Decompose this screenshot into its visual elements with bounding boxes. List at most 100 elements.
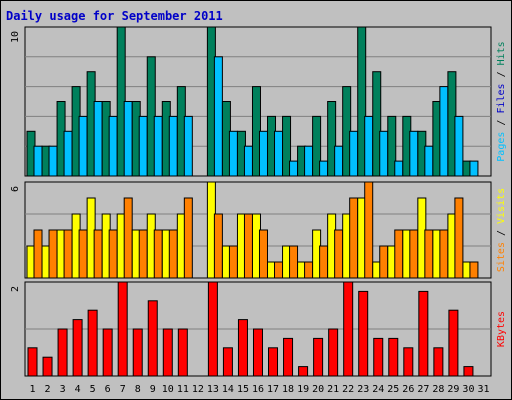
bar-sites (63, 229, 73, 279)
x-tick-label: 9 (150, 384, 156, 395)
bar-sites (138, 229, 148, 279)
chart-title: Daily usage for September 2011 (6, 9, 223, 23)
bar-sites (454, 197, 464, 279)
bar-files (469, 160, 479, 177)
bar-files (123, 101, 133, 177)
bar-kbytes (268, 347, 279, 377)
bar-files (334, 145, 344, 177)
bar-sites (319, 245, 329, 279)
bar-sites (108, 229, 118, 279)
bar-files (364, 115, 374, 177)
bar-files (409, 130, 419, 177)
bar-files (274, 130, 284, 177)
bar-sites (304, 261, 314, 279)
bar-files (258, 130, 268, 177)
x-tick-label: 8 (135, 384, 141, 395)
bar-kbytes (373, 337, 384, 377)
bar-sites (183, 197, 193, 279)
bar-files (93, 101, 103, 177)
axis-label-part: / (496, 114, 507, 132)
bar-kbytes (463, 366, 474, 377)
x-tick-label: 1 (30, 384, 36, 395)
bar-sites (424, 229, 434, 279)
x-tick-label: 25 (387, 384, 399, 395)
bar-files (394, 160, 404, 177)
bar-files (138, 115, 148, 177)
bar-hits (372, 71, 382, 177)
x-tick-label: 10 (162, 384, 174, 395)
bar-kbytes (283, 337, 294, 377)
bar-sites (258, 229, 268, 279)
bar-kbytes (42, 356, 53, 377)
bar-files (63, 130, 73, 177)
x-tick-label: 28 (432, 384, 444, 395)
x-tick-label: 29 (447, 384, 459, 395)
bar-sites (289, 245, 299, 279)
axis-label-part: / (496, 224, 507, 242)
bar-sites (379, 245, 389, 279)
bar-files (108, 115, 118, 177)
bar-kbytes (388, 337, 399, 377)
ymax-label-visits-sites: 6 (10, 186, 21, 192)
bar-files (454, 115, 464, 177)
x-tick-label: 31 (477, 384, 489, 395)
x-tick-label: 16 (252, 384, 264, 395)
bar-sites (349, 197, 359, 279)
bar-sites (439, 229, 449, 279)
bar-sites (334, 229, 344, 279)
bar-files (33, 145, 43, 177)
axis-label-part: Files (496, 83, 507, 113)
bar-kbytes (57, 328, 68, 377)
bar-sites (243, 213, 253, 279)
bar-sites (409, 229, 419, 279)
bar-kbytes (343, 281, 354, 377)
bar-sites (48, 229, 58, 279)
x-tick-label: 15 (237, 384, 249, 395)
bar-kbytes (252, 328, 263, 377)
bar-files (349, 130, 359, 177)
bar-kbytes (117, 281, 128, 377)
ymax-label-kbytes: 2 (10, 286, 21, 292)
bar-sites (168, 229, 178, 279)
bar-sites (93, 229, 103, 279)
axis-label-part: Visits (496, 188, 507, 224)
bar-kbytes (298, 366, 309, 377)
x-tick-label: 2 (45, 384, 51, 395)
x-tick-label: 12 (192, 384, 204, 395)
bar-sites (33, 229, 43, 279)
x-tick-label: 13 (207, 384, 219, 395)
x-tick-label: 6 (105, 384, 111, 395)
bar-kbytes (403, 347, 414, 377)
axis-label-hits-files: Pages / Files / Hits (496, 41, 507, 161)
bar-kbytes (448, 309, 459, 377)
bar-sites (364, 181, 374, 279)
bar-files (439, 86, 449, 177)
x-tick-label: 21 (327, 384, 339, 395)
axis-label-part: / (496, 65, 507, 83)
bar-kbytes (328, 328, 339, 377)
bar-files (228, 130, 238, 177)
bar-sites (78, 229, 88, 279)
x-tick-label: 5 (90, 384, 96, 395)
bar-files (78, 115, 88, 177)
x-tick-label: 17 (267, 384, 279, 395)
x-tick-label: 22 (342, 384, 354, 395)
bar-kbytes (313, 337, 324, 377)
x-tick-label: 7 (120, 384, 126, 395)
ymax-label-hits-files: 10 (10, 31, 21, 43)
bar-sites (123, 197, 133, 279)
x-tick-label: 19 (297, 384, 309, 395)
axis-label-visits-sites: Sites / Visits (496, 188, 507, 272)
bar-kbytes (72, 319, 83, 377)
bar-kbytes (358, 290, 369, 377)
bar-files (319, 160, 329, 177)
bar-kbytes (207, 281, 218, 377)
x-tick-label: 18 (282, 384, 294, 395)
bar-sites (469, 261, 479, 279)
bar-kbytes (222, 347, 233, 377)
axis-label-kbytes: KBytes (496, 311, 507, 347)
bar-kbytes (162, 328, 173, 377)
bar-kbytes (418, 290, 429, 377)
x-tick-label: 26 (402, 384, 414, 395)
